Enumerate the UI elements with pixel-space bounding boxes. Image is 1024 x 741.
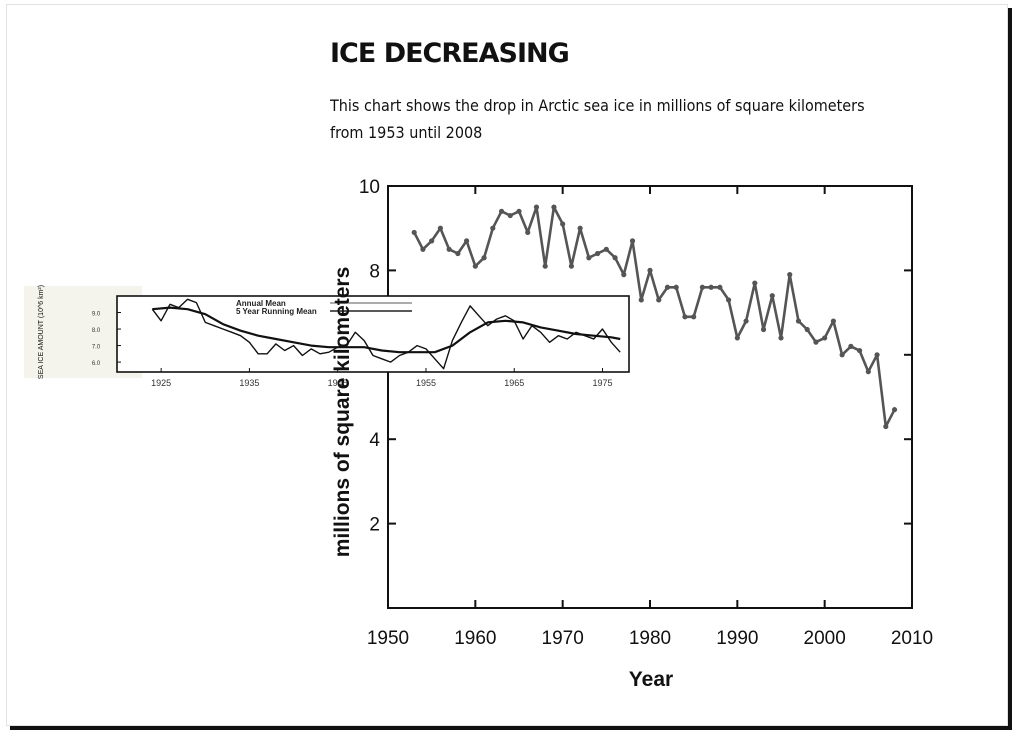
data-point bbox=[717, 284, 723, 290]
x-tick-label: 2000 bbox=[804, 628, 846, 649]
sea-ice-series-line bbox=[413, 205, 896, 428]
data-point bbox=[437, 225, 443, 231]
chart-title: ICE DECREASING bbox=[330, 38, 570, 69]
main-series bbox=[411, 204, 898, 430]
inset-x-tick-label: 1975 bbox=[593, 378, 613, 388]
data-point bbox=[769, 293, 775, 299]
inset-x-tick-label: 1935 bbox=[239, 378, 259, 388]
data-point bbox=[778, 335, 784, 341]
inset-y-axis-label: SEA ICE AMOUNT (10^6 km²) bbox=[38, 285, 45, 379]
data-point bbox=[752, 280, 758, 286]
y-tick-label: 8 bbox=[369, 261, 380, 282]
inset-legend-entry: 5 Year Running Mean bbox=[236, 307, 317, 316]
data-point bbox=[891, 407, 898, 413]
main-axis-ticks: 1950196019701980199020002010246810 bbox=[359, 177, 933, 649]
inset-y-tick-label: 8.0 bbox=[92, 328, 101, 334]
x-tick-label: 2010 bbox=[891, 628, 933, 649]
data-point bbox=[673, 284, 679, 290]
data-point bbox=[804, 326, 810, 333]
inset-axis-ticks: 1925 1935 1945 1955 1965 1975 9.0 8.0 7.0 6.0 bbox=[92, 312, 613, 388]
subtitle-line-2: from 1953 until 2008 bbox=[330, 123, 483, 142]
data-point bbox=[822, 335, 828, 341]
data-point bbox=[498, 208, 505, 214]
inset-y-tick-label: 9.0 bbox=[92, 312, 101, 318]
inset-series bbox=[151, 298, 621, 370]
data-point bbox=[760, 326, 767, 333]
data-point bbox=[726, 297, 732, 303]
data-point bbox=[795, 318, 802, 324]
data-point bbox=[848, 343, 854, 349]
data-point bbox=[691, 314, 697, 320]
data-point bbox=[656, 297, 662, 303]
main-x-axis-label: Year bbox=[629, 668, 673, 691]
data-point bbox=[603, 246, 609, 252]
data-point bbox=[629, 238, 636, 244]
data-point bbox=[411, 229, 417, 236]
data-point bbox=[813, 339, 819, 345]
data-point bbox=[830, 318, 837, 324]
data-point bbox=[647, 267, 653, 273]
data-point bbox=[516, 208, 522, 214]
data-point bbox=[743, 318, 749, 324]
data-point bbox=[874, 352, 880, 358]
inset-y-tick-label: 6.0 bbox=[92, 361, 101, 367]
data-point bbox=[883, 423, 889, 430]
main-chart: 1950196019701980199020002010246810 Year bbox=[359, 177, 933, 691]
data-point bbox=[507, 212, 513, 219]
inset-x-tick-label: 1955 bbox=[416, 378, 436, 388]
data-point bbox=[472, 263, 478, 269]
data-point bbox=[577, 225, 583, 231]
main-y-axis-label: millions of square kilometers bbox=[331, 267, 354, 558]
inset-x-tick-label: 1925 bbox=[151, 378, 171, 388]
data-point bbox=[446, 246, 452, 252]
data-point bbox=[612, 255, 618, 261]
data-point bbox=[787, 272, 793, 278]
data-point bbox=[542, 263, 548, 269]
x-tick-label: 1960 bbox=[454, 628, 496, 649]
y-tick-label: 2 bbox=[369, 515, 380, 536]
subtitle-line-1: This chart shows the drop in Arctic sea … bbox=[330, 96, 865, 115]
inset-x-tick-label: 1965 bbox=[504, 378, 524, 388]
x-tick-label: 1950 bbox=[367, 628, 409, 649]
data-point bbox=[621, 272, 627, 278]
data-point bbox=[682, 314, 688, 320]
chart-subtitle: This chart shows the drop in Arctic sea … bbox=[330, 92, 940, 146]
inset-panel bbox=[116, 295, 630, 373]
data-point bbox=[464, 238, 470, 244]
inset-legend-entry: Annual Mean bbox=[236, 299, 286, 308]
data-point bbox=[551, 204, 557, 210]
inset-y-tick-label: 7.0 bbox=[92, 345, 101, 351]
inset-chart: SEA ICE AMOUNT (10^6 km²) 1925 1935 1945 19… bbox=[24, 285, 630, 388]
data-point bbox=[638, 297, 644, 303]
data-point bbox=[568, 263, 575, 269]
data-point bbox=[708, 284, 714, 290]
data-point bbox=[481, 255, 487, 261]
y-tick-label: 10 bbox=[359, 177, 380, 198]
inset-annual-mean-line bbox=[151, 298, 621, 370]
data-point bbox=[857, 347, 863, 354]
y-tick-label: 4 bbox=[369, 430, 380, 451]
data-point bbox=[839, 352, 845, 358]
inset-running-mean-line bbox=[152, 306, 621, 354]
data-point bbox=[595, 250, 601, 257]
data-point bbox=[664, 284, 671, 290]
inset-x-tick-label: 1945 bbox=[328, 378, 348, 388]
data-point bbox=[533, 204, 540, 210]
data-point bbox=[586, 255, 592, 261]
data-point bbox=[455, 250, 461, 257]
data-point bbox=[699, 284, 706, 290]
data-point bbox=[525, 229, 531, 236]
data-point bbox=[865, 369, 871, 375]
x-tick-label: 1990 bbox=[716, 628, 758, 649]
x-tick-label: 1980 bbox=[629, 628, 671, 649]
data-point bbox=[420, 246, 426, 252]
data-point bbox=[560, 221, 566, 227]
data-point bbox=[734, 335, 740, 341]
data-point bbox=[490, 225, 496, 231]
data-point bbox=[429, 238, 435, 244]
x-tick-label: 1970 bbox=[542, 628, 584, 649]
main-plot-frame bbox=[387, 185, 913, 609]
